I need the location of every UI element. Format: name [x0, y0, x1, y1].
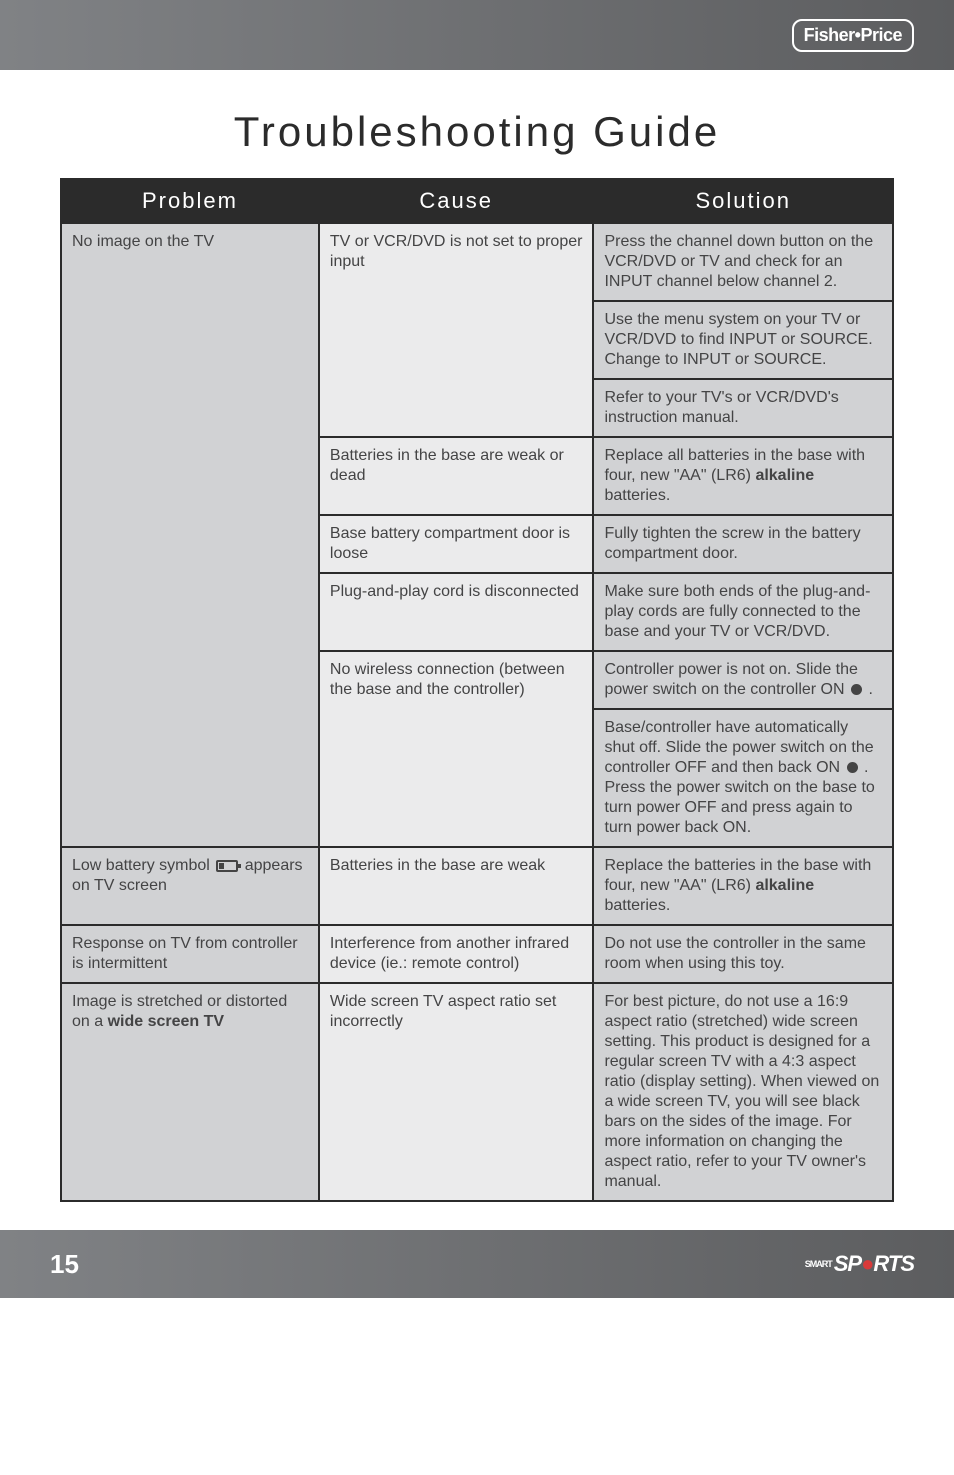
table-row: No image on the TVTV or VCR/DVD is not s…: [61, 223, 893, 301]
solution-cell: Replace all batteries in the base with f…: [593, 437, 893, 515]
solution-cell: For best picture, do not use a 16:9 aspe…: [593, 983, 893, 1201]
cause-cell: Batteries in the base are weak or dead: [319, 437, 594, 515]
top-bar: Fisher•Price: [0, 0, 954, 70]
solution-cell: Make sure both ends of the plug-and-play…: [593, 573, 893, 651]
col-header-cause: Cause: [319, 179, 594, 223]
problem-cell: No image on the TV: [61, 223, 319, 847]
problem-cell: Low battery symbol appears on TV screen: [61, 847, 319, 925]
cause-cell: Plug-and-play cord is disconnected: [319, 573, 594, 651]
solution-cell: Use the menu system on your TV or VCR/DV…: [593, 301, 893, 379]
solution-cell: Refer to your TV's or VCR/DVD's instruct…: [593, 379, 893, 437]
battery-icon: [216, 860, 238, 872]
dot-icon: [847, 762, 858, 773]
page-title: Troubleshooting Guide: [60, 90, 894, 178]
cause-cell: Batteries in the base are weak: [319, 847, 594, 925]
troubleshooting-table: Problem Cause Solution No image on the T…: [60, 178, 894, 1202]
cause-cell: No wireless connection (between the base…: [319, 651, 594, 847]
brand-badge: Fisher•Price: [792, 19, 914, 52]
bottom-bar: 15 SMART SP ● RTS: [0, 1230, 954, 1298]
table-row: Response on TV from controller is interm…: [61, 925, 893, 983]
footer-logo: SMART SP ● RTS: [805, 1251, 914, 1277]
col-header-solution: Solution: [593, 179, 893, 223]
cause-cell: Wide screen TV aspect ratio set incorrec…: [319, 983, 594, 1201]
dot-icon: [851, 684, 862, 695]
cause-cell: Interference from another infrared devic…: [319, 925, 594, 983]
solution-cell: Replace the batteries in the base with f…: [593, 847, 893, 925]
solution-cell: Base/controller have automatically shut …: [593, 709, 893, 847]
solution-cell: Controller power is not on. Slide the po…: [593, 651, 893, 709]
page-number: 15: [50, 1249, 79, 1280]
solution-cell: Do not use the controller in the same ro…: [593, 925, 893, 983]
cause-cell: Base battery compartment door is loose: [319, 515, 594, 573]
cause-cell: TV or VCR/DVD is not set to proper input: [319, 223, 594, 437]
problem-cell: Image is stretched or distorted on a wid…: [61, 983, 319, 1201]
solution-cell: Fully tighten the screw in the battery c…: [593, 515, 893, 573]
table-row: Image is stretched or distorted on a wid…: [61, 983, 893, 1201]
table-row: Low battery symbol appears on TV screenB…: [61, 847, 893, 925]
col-header-problem: Problem: [61, 179, 319, 223]
solution-cell: Press the channel down button on the VCR…: [593, 223, 893, 301]
problem-cell: Response on TV from controller is interm…: [61, 925, 319, 983]
